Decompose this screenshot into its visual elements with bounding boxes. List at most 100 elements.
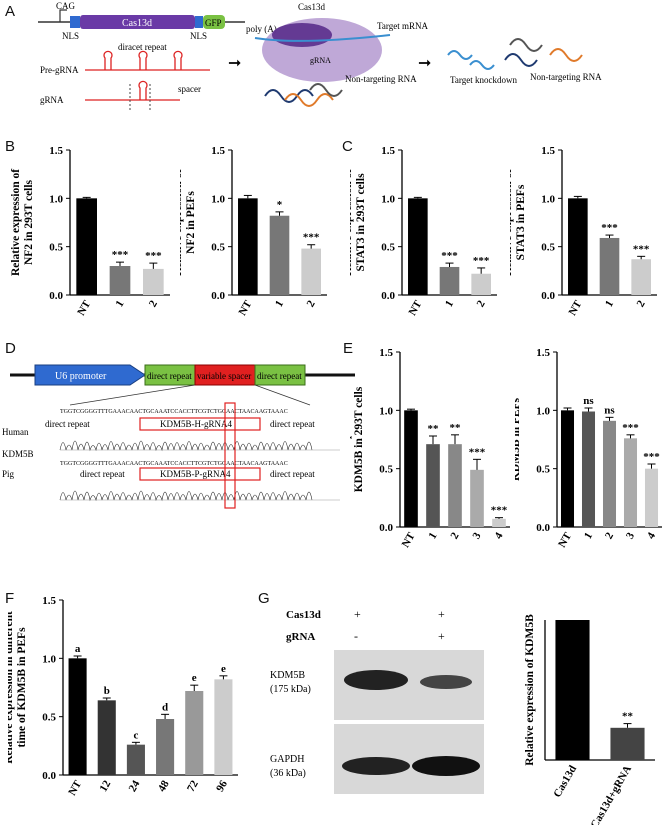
panel-letter-g: G: [258, 590, 270, 607]
x-tick-label: 1: [582, 531, 595, 542]
significance-label: ***: [622, 422, 639, 434]
y-tick-label: 1.0: [42, 653, 56, 665]
significance-label: ***: [469, 446, 486, 458]
y-axis-label: Relative expression ofSTAT3 in 293T cell…: [350, 169, 367, 276]
bar: [602, 420, 617, 527]
significance-label: ns: [583, 395, 594, 407]
wb-lane1-grna: -: [354, 629, 358, 643]
y-tick-label: 0.0: [536, 522, 550, 534]
panel-letter-a: A: [5, 3, 16, 20]
bar: [471, 273, 491, 295]
bar: [470, 469, 484, 527]
y-tick-label: 0.5: [379, 464, 393, 476]
y-tick-label: 0.0: [381, 290, 395, 302]
x-tick-label: NT: [75, 298, 93, 318]
pig-dr2-label: direct repeat: [270, 469, 315, 479]
significance-label: ***: [441, 250, 458, 262]
polya-label: poly (A): [246, 24, 277, 34]
significance-label: e: [192, 672, 197, 684]
significance-label: ***: [633, 243, 650, 255]
significance-label: ***: [145, 250, 162, 262]
nls-box-left: [70, 16, 80, 28]
x-tick-label: 72: [185, 778, 201, 794]
panel-letter-d: D: [5, 340, 16, 357]
y-tick-label: 0.0: [211, 290, 225, 302]
human-label: Human: [2, 427, 29, 437]
significance-label: ***: [601, 222, 618, 234]
significance-label: d: [162, 701, 168, 713]
x-tick-label: Cas13d: [551, 764, 579, 800]
y-tick-label: 0.5: [211, 242, 225, 254]
spacer-label: spacer: [178, 84, 201, 94]
panel-letter-c: C: [342, 138, 353, 155]
cag-label: CAG: [56, 1, 76, 11]
x-tick-label: NT: [566, 298, 584, 318]
x-tick-label: 1: [426, 531, 439, 542]
complex-cas13d-label: Cas13d: [298, 2, 326, 12]
bar: [631, 259, 651, 295]
significance-label: a: [75, 643, 81, 655]
gapdh-band-lane2: [412, 756, 480, 776]
significance-label: ***: [473, 255, 490, 267]
bar: [623, 438, 638, 527]
human-sequence: TGGTCGGGGTTTGAAACAACTGCAAATCCACCTTCGTCTG…: [60, 409, 288, 415]
cas13d-box: [80, 15, 195, 29]
significance-label: **: [450, 422, 462, 434]
mismatch-highlight: [224, 402, 236, 509]
bar: [404, 410, 418, 527]
kdm5b-label: KDM5B: [2, 449, 34, 459]
nls-left-label: NLS: [62, 31, 79, 41]
chart-kdm5b-293t: 0.0 0.5 1.0 1.5 Relative expression ofKDM5B …: [350, 347, 510, 550]
significance-label: **: [622, 711, 634, 723]
bar: [581, 411, 596, 527]
significance-label: ***: [643, 451, 660, 463]
chart-kdm5b-pefs: 0.0 0.5 1.0 1.5 Relative expression ofKDM5B …: [515, 347, 662, 550]
x-tick-label: 2: [635, 298, 648, 309]
y-axis-label: Relative expression of KDM5B: [524, 614, 536, 766]
x-tick-label: NT: [556, 530, 574, 550]
y-tick-label: 1.5: [42, 595, 56, 607]
x-tick-label: NT: [400, 530, 418, 550]
complex-grna-label: gRNA: [310, 56, 331, 65]
chart-stat3-293t: 0.0 0.5 1.0 1.5 Relative expression ofSTAT3 …: [350, 145, 497, 318]
bar: [408, 198, 428, 295]
wb-lane2-cas: +: [438, 607, 445, 621]
y-tick-label: 1.0: [379, 405, 393, 417]
pig-grna-label: KDM5B-P-gRNA4: [160, 469, 231, 479]
cas13d-label: Cas13d: [122, 18, 152, 29]
x-tick-label: 3: [470, 530, 483, 541]
y-axis-label: Relative expression ofNF2 in 293T cells: [10, 169, 35, 276]
y-tick-label: 1.0: [49, 193, 63, 205]
y-tick-label: 1.5: [536, 347, 550, 359]
y-axis-label: Relative expression ofKDM5B in PEFs: [515, 386, 522, 493]
x-tick-label: NT: [236, 298, 254, 318]
grna-label: gRNA: [40, 95, 64, 105]
nls-box-right: [195, 16, 203, 28]
bar: [269, 215, 290, 295]
bar: [126, 744, 145, 775]
bar: [97, 700, 116, 775]
y-axis-label: Relative expression ofSTAT3 in PEFs: [510, 169, 527, 276]
wb-lane1-cas: +: [354, 607, 361, 621]
y-tick-label: 1.0: [211, 193, 225, 205]
y-tick-label: 0.5: [536, 464, 550, 476]
chart-kdm5b-wb-quant: Relative expression of KDM5B Cas13d ** Cas1…: [524, 614, 655, 825]
panel-letter-b: B: [5, 138, 16, 155]
y-tick-label: 1.0: [536, 405, 550, 417]
y-tick-label: 1.0: [381, 193, 395, 205]
wb-cas13d-label: Cas13d: [286, 609, 321, 621]
x-tick-label: 24: [127, 778, 143, 794]
y-tick-label: 0.5: [541, 242, 555, 254]
significance-label: **: [428, 423, 440, 435]
chart-nf2-pefs: 0.0 0.5 1.0 1.5 Relative expression ofNF2 in…: [180, 145, 327, 318]
spacer-label: variable spacer: [197, 371, 251, 381]
x-tick-label: 2: [448, 530, 461, 541]
x-tick-label: 1: [603, 299, 616, 310]
significance-label: ns: [604, 404, 615, 416]
wb-lane2-grna: +: [438, 629, 445, 643]
significance-label: b: [104, 685, 110, 697]
y-axis-label: Relative expression in differenttime of …: [8, 611, 28, 764]
x-tick-label: 4: [645, 530, 658, 541]
y-tick-label: 1.5: [49, 145, 63, 157]
x-tick-label: 12: [97, 778, 113, 794]
